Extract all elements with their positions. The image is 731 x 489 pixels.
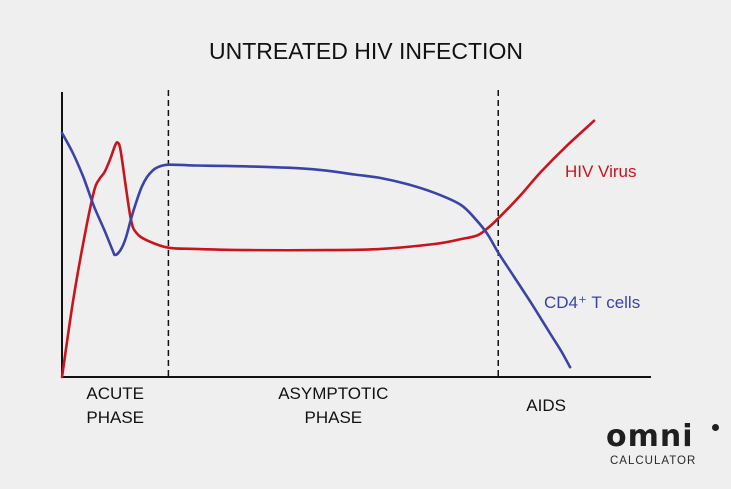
logo-subtitle: CALCULATOR <box>610 455 697 467</box>
phase-label-2-line-1: ASYMPTOTIC <box>278 384 388 403</box>
phase-label-1-line-1: ACUTE <box>86 384 144 403</box>
chart-title: UNTREATED HIV INFECTION <box>209 38 523 64</box>
logo-dot-icon <box>712 424 719 431</box>
phase-label-3-line-1: AIDS <box>526 396 566 415</box>
series-label-1: HIV Virus <box>565 162 637 181</box>
phase-label-1-line-2: PHASE <box>86 408 144 427</box>
series-line-1 <box>60 119 596 379</box>
phase-label-2-line-2: PHASE <box>304 408 362 427</box>
series-label-2: CD4⁺ T cells <box>544 293 640 312</box>
series-line-2 <box>60 131 572 369</box>
logo-wordmark: omni <box>606 419 694 454</box>
omni-calculator-logo: omni CALCULATOR <box>606 420 724 472</box>
